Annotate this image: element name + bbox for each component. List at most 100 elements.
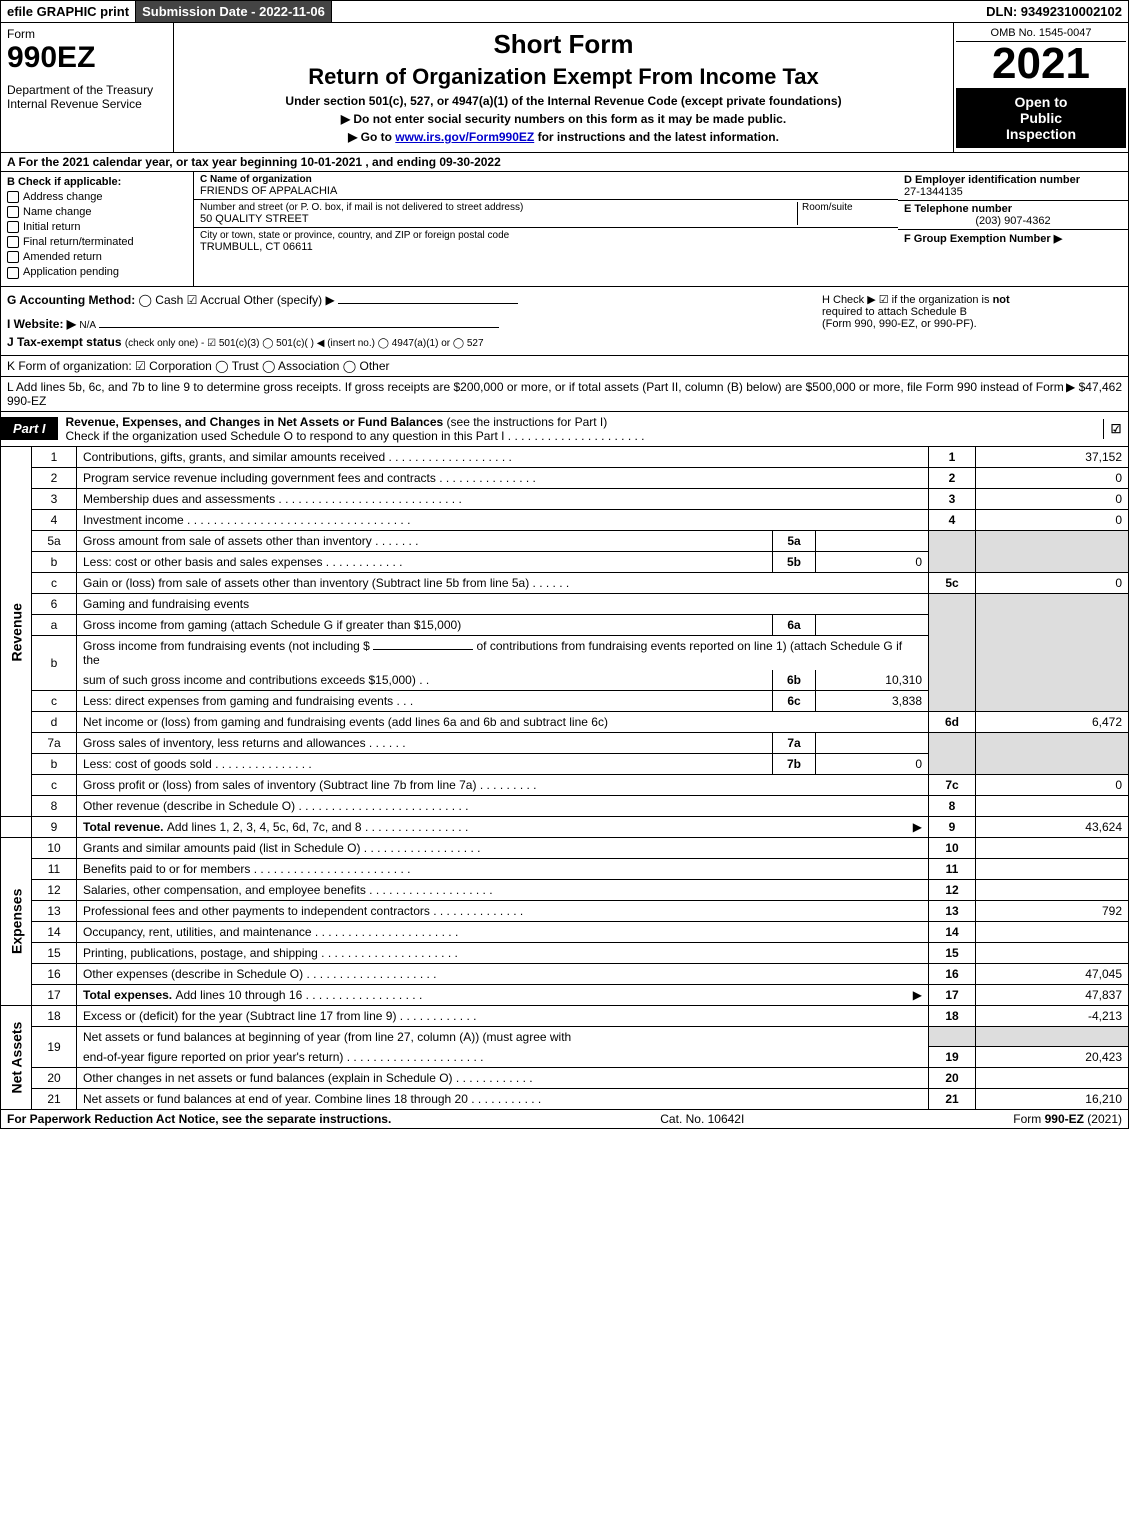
g-cash: ◯ Cash — [139, 293, 184, 307]
ln-20-num: 20 — [32, 1068, 77, 1089]
cb-name: Name change — [7, 206, 187, 218]
ln-6-desc: Gaming and fundraising events — [77, 593, 929, 614]
subtitle-1: Under section 501(c), 527, or 4947(a)(1)… — [182, 94, 945, 108]
ln-8-val — [976, 795, 1129, 816]
ln-15-text: Printing, publications, postage, and shi… — [83, 946, 318, 960]
ln-5b-sub: 5b — [773, 551, 816, 572]
ln-6c-subval: 3,838 — [816, 690, 929, 711]
checkbox-icon — [7, 191, 19, 203]
ln-21-num: 21 — [32, 1089, 77, 1110]
col-def: D Employer identification number 27-1344… — [898, 172, 1128, 286]
cb-label-4: Amended return — [23, 251, 102, 263]
open3: Inspection — [960, 126, 1122, 142]
ln-6b-blank — [373, 649, 473, 650]
ln-17-b: Total expenses. — [83, 988, 175, 1002]
gray-7 — [929, 732, 976, 774]
line-7a: 7a Gross sales of inventory, less return… — [1, 732, 1129, 753]
ln-19-text2: end-of-year figure reported on prior yea… — [83, 1050, 343, 1064]
line-11: 11 Benefits paid to or for members . . .… — [1, 858, 1129, 879]
c-city-block: City or town, state or province, country… — [194, 228, 898, 255]
ln-19-desc2: end-of-year figure reported on prior yea… — [77, 1047, 929, 1068]
ln-7c-text: Gross profit or (loss) from sales of inv… — [83, 778, 476, 792]
open1: Open to — [960, 94, 1122, 110]
ln-6b-desc1: Gross income from fundraising events (no… — [77, 635, 929, 670]
ln-4-desc: Investment income . . . . . . . . . . . … — [77, 509, 929, 530]
sub3-pre: ▶ Go to — [348, 130, 395, 144]
cb-label-1: Name change — [23, 206, 92, 218]
ln-7a-subval — [816, 732, 929, 753]
ln-7c-val: 0 — [976, 774, 1129, 795]
ln-6c-num: c — [32, 690, 77, 711]
ln-7b-text: Less: cost of goods sold — [83, 757, 212, 771]
checkbox-icon — [7, 236, 19, 248]
form-header: Form 990EZ Department of the Treasury In… — [0, 23, 1129, 153]
header-left: Form 990EZ Department of the Treasury In… — [1, 23, 174, 152]
g-left: G Accounting Method: ◯ Cash ☑ Accrual Ot… — [1, 287, 816, 355]
e-label: E Telephone number — [904, 203, 1122, 215]
j-label: J Tax-exempt status — [7, 335, 122, 349]
ln-14-val — [976, 921, 1129, 942]
ln-12-val — [976, 879, 1129, 900]
ln-18-desc: Excess or (deficit) for the year (Subtra… — [77, 1005, 929, 1026]
g-label: G Accounting Method: — [7, 293, 135, 307]
line-6d: d Net income or (loss) from gaming and f… — [1, 711, 1129, 732]
ln-19-box: 19 — [929, 1047, 976, 1068]
ln-13-num: 13 — [32, 900, 77, 921]
ln-15-val — [976, 942, 1129, 963]
p1-sub: Check if the organization used Schedule … — [66, 429, 505, 443]
h-text3: (Form 990, 990-EZ, or 990-PF). — [822, 318, 977, 330]
ln-6b-num: b — [32, 635, 77, 690]
g-accrual: ☑ Accrual — [187, 293, 240, 307]
dept-label: Department of the Treasury Internal Reve… — [7, 83, 167, 111]
line-6: 6 Gaming and fundraising events — [1, 593, 1129, 614]
ln-6b-subval: 10,310 — [816, 670, 929, 691]
ln-6b-sub: 6b — [773, 670, 816, 691]
gray-5v — [976, 530, 1129, 572]
footer-right: Form 990-EZ (2021) — [1013, 1112, 1122, 1126]
ln-1-val: 37,152 — [976, 447, 1129, 468]
d-label: D Employer identification number — [904, 174, 1122, 186]
ln-16-num: 16 — [32, 963, 77, 984]
ln-6b-pre: Gross income from fundraising events (no… — [83, 639, 370, 653]
ln-15-desc: Printing, publications, postage, and shi… — [77, 942, 929, 963]
g-other-line — [338, 303, 518, 304]
line-7c: c Gross profit or (loss) from sales of i… — [1, 774, 1129, 795]
ln-10-box: 10 — [929, 837, 976, 858]
irs-link[interactable]: www.irs.gov/Form990EZ — [395, 130, 534, 144]
ln-6b-end: sum of such gross income and contributio… — [83, 673, 416, 687]
ln-11-box: 11 — [929, 858, 976, 879]
ln-21-val: 16,210 — [976, 1089, 1129, 1110]
ln-13-text: Professional fees and other payments to … — [83, 904, 430, 918]
part-1-header: Part I Revenue, Expenses, and Changes in… — [0, 412, 1129, 447]
submission-date: Submission Date - 2022-11-06 — [135, 1, 332, 22]
side-netassets: Net Assets — [1, 1005, 32, 1110]
gray-6 — [929, 593, 976, 711]
e-block: E Telephone number (203) 907-4362 — [898, 201, 1128, 230]
ln-21-desc: Net assets or fund balances at end of ye… — [77, 1089, 929, 1110]
ln-10-num: 10 — [32, 837, 77, 858]
ln-17-val: 47,837 — [976, 984, 1129, 1005]
ln-7a-desc: Gross sales of inventory, less returns a… — [77, 732, 773, 753]
b-title: B Check if applicable: — [7, 176, 187, 188]
line-5a: 5a Gross amount from sale of assets othe… — [1, 530, 1129, 551]
return-title: Return of Organization Exempt From Incom… — [182, 64, 945, 90]
org-city: TRUMBULL, CT 06611 — [200, 241, 892, 253]
ln-9-num: 9 — [32, 816, 77, 837]
ln-8-desc: Other revenue (describe in Schedule O) .… — [77, 795, 929, 816]
line-8: 8 Other revenue (describe in Schedule O)… — [1, 795, 1129, 816]
ln-1-box: 1 — [929, 447, 976, 468]
ln-3-num: 3 — [32, 488, 77, 509]
ln-17-desc: Total expenses. Add lines 10 through 16 … — [77, 984, 929, 1005]
ln-4-box: 4 — [929, 509, 976, 530]
form-number: 990EZ — [7, 41, 167, 75]
ln-14-text: Occupancy, rent, utilities, and maintena… — [83, 925, 312, 939]
org-street: 50 QUALITY STREET — [200, 213, 797, 225]
g-line: G Accounting Method: ◯ Cash ☑ Accrual Ot… — [7, 293, 810, 307]
subtitle-2: ▶ Do not enter social security numbers o… — [182, 112, 945, 126]
line-2: 2 Program service revenue including gove… — [1, 467, 1129, 488]
tax-year: 2021 — [956, 42, 1126, 86]
ln-15-box: 15 — [929, 942, 976, 963]
j-detail: (check only one) - ☑ 501(c)(3) ◯ 501(c)(… — [125, 338, 484, 349]
ln-13-desc: Professional fees and other payments to … — [77, 900, 929, 921]
ln-19-num: 19 — [32, 1026, 77, 1068]
